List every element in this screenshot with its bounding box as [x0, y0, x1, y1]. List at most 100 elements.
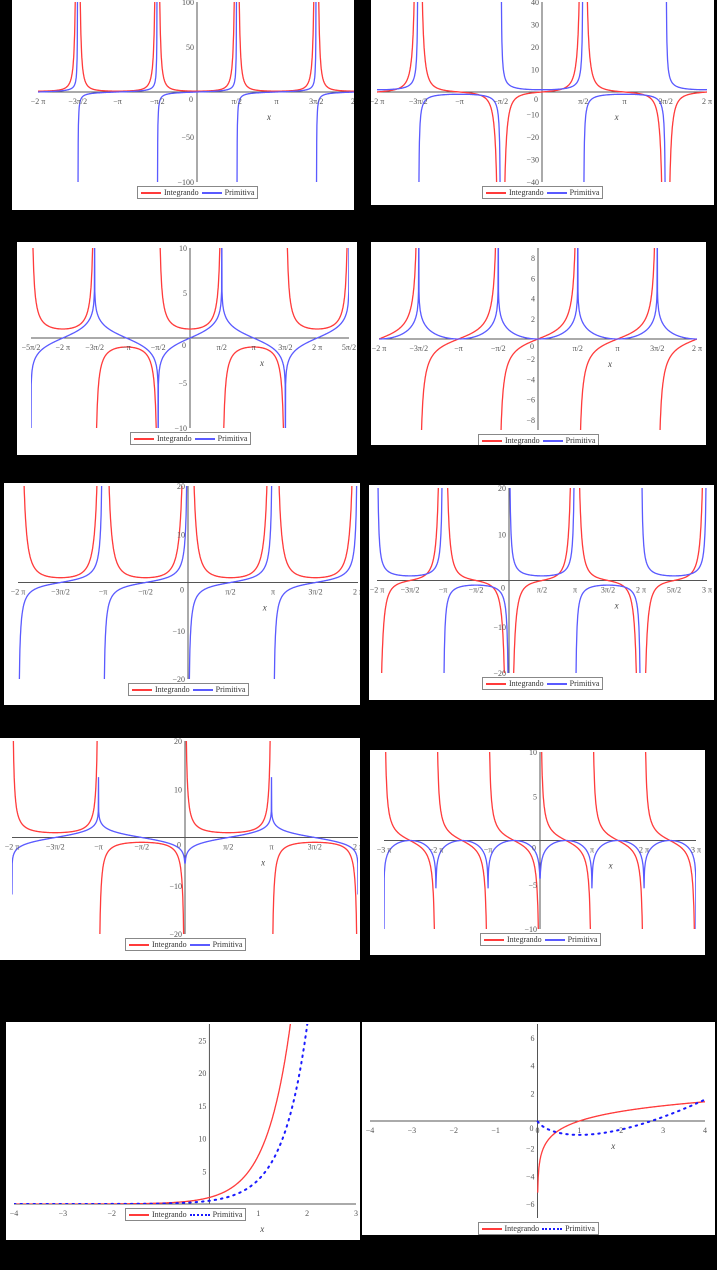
legend-primitiva: Primitiva: [212, 1210, 243, 1219]
chart-panel-p6: −2 π −3π/2 −π −π/2 π/2 π 3π/2 2 π 5π/2 3 π 20 10 −10…: [369, 485, 714, 700]
legend: Integrando Primitiva: [128, 683, 250, 696]
x-tick-label: −3 π: [377, 846, 392, 855]
legend: Integrando Primitiva: [477, 1222, 599, 1235]
x-tick-label: −π: [454, 344, 463, 353]
x-axis-label: x: [262, 603, 267, 613]
chart-panel-p8: −3 π −2 π −π π 2 π 3 π 10 5 −5 −10 0 x Integrando P…: [370, 750, 705, 955]
primitiva-swatch: [546, 682, 567, 685]
y-tick-label: 40: [531, 0, 539, 7]
svg-text:0: 0: [534, 95, 538, 104]
x-tick-label: −1: [491, 1126, 500, 1135]
x-axis-label: x: [266, 112, 271, 122]
chart-panel-p1: −2 π −3π/2 −π −π/2 π/2 π 3π/2 2 π 100 50 −50 −100 0 x…: [12, 0, 354, 210]
x-tick-label: π: [573, 586, 577, 595]
y-tick-label: −4: [526, 1172, 535, 1181]
plot-area: −2 π −3π/2 −π −π/2 π/2 π 3π/2 2 π 5π/2 3 π 20 10 −10…: [370, 485, 712, 678]
x-tick-label: −3π/2: [401, 586, 420, 595]
x-tick-label: −π: [99, 588, 108, 597]
x-tick-label: −3π/2: [85, 343, 104, 352]
y-tick-label: −5: [528, 881, 537, 890]
y-tick-label: −50: [181, 133, 194, 142]
x-tick-label: −2 π: [371, 97, 384, 106]
legend: Integrando Primitiva: [125, 1208, 247, 1221]
integrando-swatch: [141, 191, 161, 194]
plot-area: −2 π −3π/2 −π −π/2 π/2 π 3π/2 2 π 100 50 −50 −100 0 x: [31, 0, 354, 187]
primitiva-swatch: [192, 688, 213, 691]
x-tick-label: π: [271, 588, 275, 597]
primitiva-swatch: [542, 1227, 563, 1230]
x-tick-label: π/2: [223, 843, 233, 852]
y-tick-label: −10: [493, 623, 506, 632]
chart-panel-p7: −2 π −3π/2 −π −π/2 π/2 π 3π/2 2 π 20 10 −10 −20 0 x I…: [0, 738, 360, 960]
x-tick-label: 3π/2: [309, 97, 323, 106]
x-tick-label: 3π/2: [601, 586, 615, 595]
axes: [14, 1024, 356, 1205]
y-tick-label: −10: [526, 111, 539, 120]
x-tick-label: 3π/2: [659, 97, 673, 106]
x-tick-label: π/2: [232, 97, 242, 106]
x-tick-label: −2 π: [370, 586, 385, 595]
integrando-swatch: [129, 1213, 149, 1216]
y-tick-label: 5: [202, 1167, 206, 1176]
y-tick-label: −10: [169, 882, 182, 891]
legend-integrando: Integrando: [164, 188, 199, 197]
x-tick-label: −π: [94, 843, 103, 852]
x-tick-label: π: [252, 343, 256, 352]
x-tick-label: −2: [107, 1209, 116, 1218]
x-axis-label: x: [614, 601, 619, 611]
y-tick-label: 2: [531, 1089, 535, 1098]
legend: Integrando Primitiva: [125, 938, 247, 951]
integrando-swatch: [132, 688, 152, 691]
x-tick-label: 3: [354, 1209, 358, 1218]
series-integrando: [381, 488, 703, 673]
x-axis-label: x: [259, 358, 264, 368]
y-tick-label: −6: [526, 396, 535, 405]
x-axis-label: x: [607, 359, 612, 369]
plot-area: −4−3−2−101232520151050x: [10, 1024, 358, 1234]
x-tick-label: −3: [59, 1209, 68, 1218]
x-tick-label: π: [615, 344, 619, 353]
x-tick-label: 2 π: [639, 846, 649, 855]
y-tick-label: 10: [529, 750, 537, 757]
x-tick-label: −2 π: [372, 344, 387, 353]
x-tick-label: 2 π: [636, 586, 646, 595]
legend: Integrando Primitiva: [130, 432, 252, 445]
x-tick-label: 4: [703, 1126, 707, 1135]
x-tick-label: −π: [122, 343, 131, 352]
y-tick-label: 20: [531, 43, 539, 52]
legend: Integrando Primitiva: [482, 677, 604, 690]
legend-primitiva: Primitiva: [217, 434, 248, 443]
x-tick-label: 2 π: [353, 843, 360, 852]
integrando-swatch: [486, 682, 506, 685]
svg-text:0: 0: [189, 95, 193, 104]
y-tick-label: −10: [172, 627, 185, 636]
x-tick-label: −π/2: [491, 344, 506, 353]
series-integrando: [14, 1024, 292, 1204]
y-tick-label: 5: [533, 792, 537, 801]
primitiva-swatch: [546, 191, 567, 194]
svg-text:0: 0: [180, 586, 184, 595]
plot-area: −3 π −2 π −π π 2 π 3 π 10 5 −5 −10 0 x: [377, 750, 701, 934]
x-axis-label: x: [614, 112, 619, 122]
plot-area: −2 π −3π/2 −π −π/2 π/2 π 3π/2 2 π 8 6 4 2 −2 −4 −6 −8 0 x: [372, 248, 702, 430]
x-tick-label: −2 π: [31, 97, 46, 106]
y-tick-label: 4: [531, 1062, 535, 1071]
svg-text:0: 0: [182, 341, 186, 350]
primitiva-swatch: [201, 191, 222, 194]
primitiva-swatch: [194, 437, 215, 440]
integrando-swatch: [484, 938, 504, 941]
legend-integrando: Integrando: [505, 436, 540, 445]
x-tick-label: π: [590, 846, 594, 855]
y-tick-label: 2: [531, 315, 535, 324]
x-tick-label: −3π/2: [409, 97, 428, 106]
legend-integrando: Integrando: [157, 434, 192, 443]
legend-integrando: Integrando: [152, 1210, 187, 1219]
series-primitiva: [377, 488, 707, 673]
legend: Integrando Primitiva: [478, 434, 600, 445]
legend-integrando: Integrando: [504, 1224, 540, 1233]
y-tick-label: −30: [526, 156, 539, 165]
x-tick-label: 3π/2: [308, 843, 322, 852]
x-tick-label: π: [622, 97, 626, 106]
x-tick-label: 3π/2: [278, 343, 292, 352]
legend-integrando: Integrando: [509, 188, 544, 197]
